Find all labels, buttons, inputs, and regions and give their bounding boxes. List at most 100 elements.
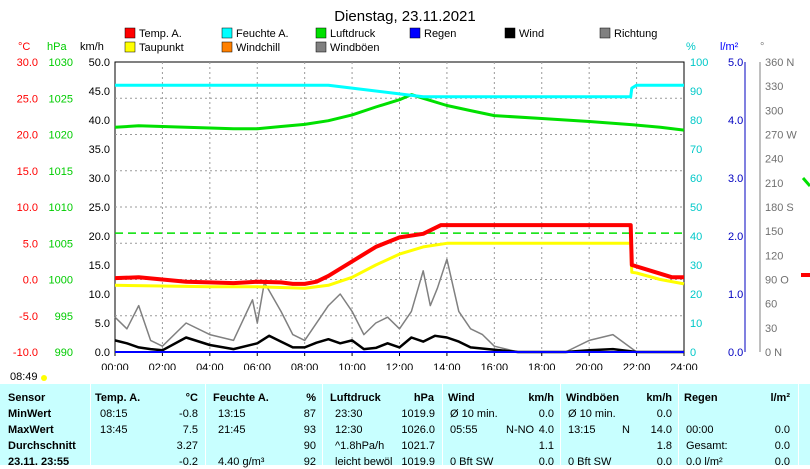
table-cell-wind-time: 05:55 xyxy=(450,424,478,436)
pressure-tick-label: 1020 xyxy=(49,130,73,142)
table-cell-humidity-time: 4.40 g/m³ xyxy=(218,456,265,468)
table-cell-wind-direction: N-NO xyxy=(506,424,535,436)
temp-tick-label: -10.0 xyxy=(13,347,38,359)
direction-tick-label: 30 xyxy=(765,323,777,335)
table-cell-rain-value: 0.0 xyxy=(774,440,790,452)
table-header-rain: Regen xyxy=(684,392,718,404)
table-row-label: MaxWert xyxy=(8,424,54,436)
table-cell-pressure-value: 1026.0 xyxy=(401,424,435,436)
pressure-tick-label: 1005 xyxy=(49,238,73,250)
legend-label: Regen xyxy=(424,28,456,40)
series-line xyxy=(114,93,685,132)
wind-tick-label: 35.0 xyxy=(89,144,110,156)
rain-tick-label: 0.0 xyxy=(728,347,743,359)
direction-tick-label: 180 S xyxy=(765,202,794,214)
humidity-tick-label: 100 xyxy=(690,57,708,69)
direction-tick-label: 240 xyxy=(765,154,783,166)
table-cell-wind-time: 0 Bft SW xyxy=(450,456,494,468)
legend-swatch xyxy=(221,41,233,53)
table-cell-humidity-value: 92 xyxy=(303,456,316,468)
table-cell-wind-value: 0.0 xyxy=(538,408,554,420)
table-header-humidity-unit: % xyxy=(306,392,316,404)
current-time-marker xyxy=(41,375,47,381)
temp-unit-label: °C xyxy=(18,41,30,53)
grid xyxy=(115,62,684,352)
pressure-unit-label: hPa xyxy=(47,41,67,53)
table-cell-humidity-time: 13:15 xyxy=(218,408,246,420)
table-cell-humidity-value: 87 xyxy=(303,408,316,420)
direction-tick-label: 330 xyxy=(765,81,783,93)
table-cell-wind-value: 4.0 xyxy=(538,424,554,436)
time-bar: 08:49 xyxy=(0,370,810,384)
pressure-tick-label: 1025 xyxy=(49,93,73,105)
chart-title: Dienstag, 23.11.2021 xyxy=(334,8,476,25)
legend-swatch xyxy=(124,27,136,39)
table-cell-gust-value: 14.0 xyxy=(650,424,672,436)
table-divider xyxy=(205,384,206,465)
table-cell-pressure-time: 12:30 xyxy=(335,424,363,436)
series-lines xyxy=(114,83,685,354)
series-line xyxy=(115,83,684,99)
table-cell-gust-direction: N xyxy=(622,424,630,436)
rain-tick-label: 2.0 xyxy=(728,231,743,243)
humidity-unit-label: % xyxy=(686,41,696,53)
table-row-label: Durchschnitt xyxy=(8,440,76,452)
humidity-tick-label: 10 xyxy=(690,318,702,330)
wind-tick-label: 15.0 xyxy=(89,260,110,272)
humidity-tick-label: 30 xyxy=(690,260,702,272)
wind-tick-label: 30.0 xyxy=(89,173,110,185)
legend-swatch xyxy=(221,27,233,39)
rain-tick-label: 4.0 xyxy=(728,115,743,127)
table-header-wind: Wind xyxy=(448,392,475,404)
wind-tick-label: 50.0 xyxy=(89,57,110,69)
table-divider xyxy=(798,384,799,465)
wind-tick-label: 45.0 xyxy=(89,86,110,98)
series-line xyxy=(114,223,684,286)
table-cell-humidity-time: 21:45 xyxy=(218,424,246,436)
wind-tick-label: 10.0 xyxy=(89,289,110,301)
table-cell-gust-time: 0 Bft SW xyxy=(568,456,612,468)
pressure-tick-label: 1030 xyxy=(49,57,73,69)
legend-swatch xyxy=(599,27,611,39)
direction-tick-label: 0 N xyxy=(765,347,782,359)
table-cell-gust-time: 13:15 xyxy=(568,424,596,436)
table-cell-gust-time: Ø 10 min. xyxy=(568,408,616,420)
legend-swatch xyxy=(504,27,516,39)
legend-swatch xyxy=(124,41,136,53)
table-cell-pressure-value: 1021.7 xyxy=(401,440,435,452)
table-cell-temp-time: 13:45 xyxy=(100,424,128,436)
humidity-tick-label: 40 xyxy=(690,231,702,243)
humidity-tick-label: 60 xyxy=(690,173,702,185)
temp-tick-label: 15.0 xyxy=(17,166,38,178)
table-row-label: 23.11. 23:55 xyxy=(8,456,70,468)
legend-label: Luftdruck xyxy=(330,28,376,40)
temp-tick-label: 25.0 xyxy=(17,93,38,105)
table-cell-temp-value: 3.27 xyxy=(176,440,198,452)
table-cell-rain-value: 0.0 xyxy=(774,424,790,436)
table-cell-temp-value: 7.5 xyxy=(182,424,198,436)
direction-tick-label: 210 xyxy=(765,178,783,190)
table-cell-pressure-time: leicht bewöl xyxy=(335,456,393,468)
rain-unit-label: l/m² xyxy=(720,41,739,53)
legend-label: Wind xyxy=(519,28,544,40)
temp-tick-label: -5.0 xyxy=(19,311,38,323)
direction-unit-label: ° xyxy=(760,41,764,53)
table-divider xyxy=(442,384,443,465)
table-divider xyxy=(560,384,561,465)
legend-label: Temp. A. xyxy=(139,28,182,40)
humidity-tick-label: 80 xyxy=(690,115,702,127)
table-cell-rain-value: 0.0 xyxy=(774,456,790,468)
table-cell-wind-time: Ø 10 min. xyxy=(450,408,498,420)
wind-tick-label: 0.0 xyxy=(95,347,110,359)
humidity-tick-label: 20 xyxy=(690,289,702,301)
legend-label: Windchill xyxy=(236,42,280,54)
rain-tick-label: 3.0 xyxy=(728,173,743,185)
direction-tick-label: 300 xyxy=(765,105,783,117)
table-header-gust: Windböen xyxy=(566,392,620,404)
table-cell-humidity-value: 90 xyxy=(303,440,316,452)
table-cell-humidity-value: 93 xyxy=(303,424,316,436)
table-cell-temp-value: -0.2 xyxy=(179,456,198,468)
series-line xyxy=(114,241,685,290)
direction-tick-label: 150 xyxy=(765,226,783,238)
table-cell-wind-value: 0.0 xyxy=(538,456,554,468)
